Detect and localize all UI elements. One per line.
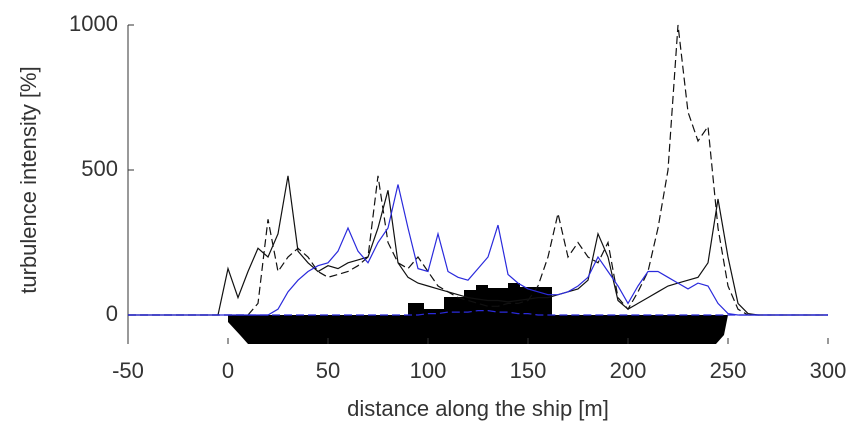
x-tick-label: -50	[112, 358, 144, 383]
x-axis-label: distance along the ship [m]	[347, 396, 609, 421]
x-tick-label: 150	[510, 358, 547, 383]
data-line	[128, 24, 828, 316]
x-tick-label: 100	[410, 358, 447, 383]
x-tick-label: 200	[610, 358, 647, 383]
y-tick-label: 1000	[69, 11, 118, 36]
x-tick-label: 300	[810, 358, 847, 383]
y-axis-label: turbulence intensity [%]	[16, 66, 41, 293]
ship-silhouette	[228, 283, 728, 344]
x-tick-label: 0	[222, 358, 234, 383]
y-tick-label: 500	[81, 156, 118, 181]
y-tick-label: 0	[106, 301, 118, 326]
data-line	[128, 175, 828, 316]
x-tick-label: 50	[316, 358, 340, 383]
data-line	[128, 184, 828, 316]
data-line	[128, 310, 828, 316]
x-tick-label: 250	[710, 358, 747, 383]
